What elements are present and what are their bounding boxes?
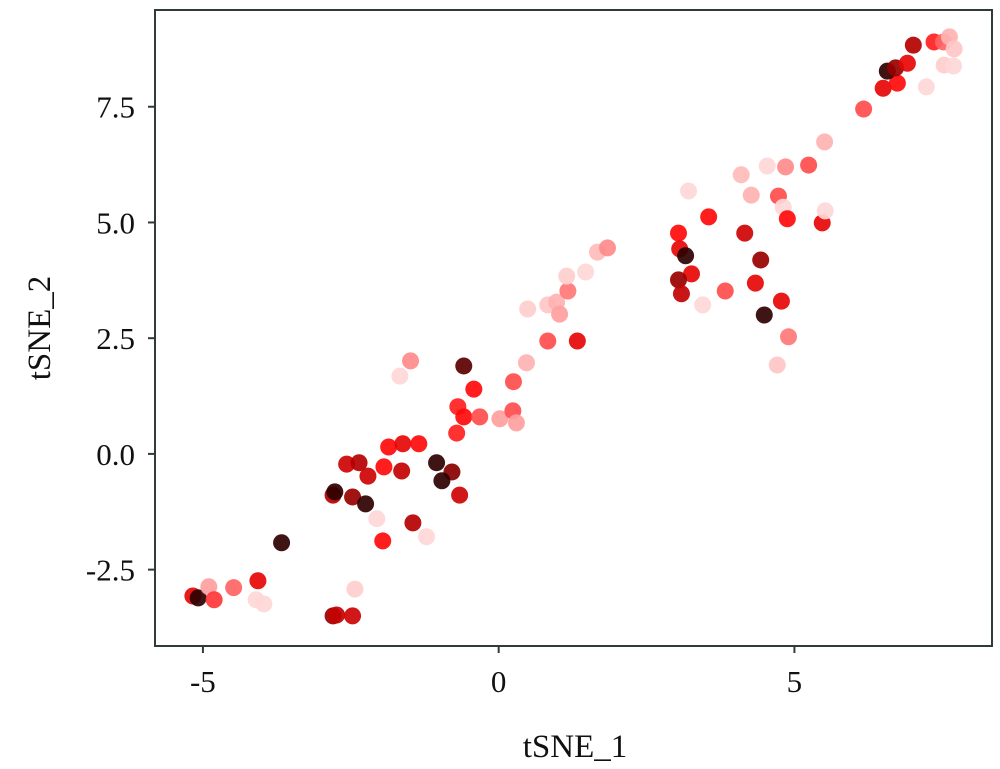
data-point — [558, 267, 576, 285]
data-point — [700, 208, 718, 226]
data-point — [559, 282, 577, 300]
data-point — [568, 332, 586, 350]
data-point — [677, 247, 695, 265]
data-point — [433, 472, 451, 490]
data-point — [855, 100, 873, 118]
data-point — [669, 271, 687, 289]
data-point — [350, 454, 368, 472]
data-point — [519, 300, 537, 318]
data-point — [800, 156, 818, 174]
data-point — [374, 532, 392, 550]
data-point — [716, 282, 734, 300]
data-point — [205, 591, 223, 609]
data-point — [672, 285, 690, 303]
data-point — [491, 410, 509, 428]
data-point — [816, 202, 834, 220]
data-point — [393, 462, 411, 480]
data-point — [755, 306, 773, 324]
data-point — [428, 454, 446, 472]
y-tick-label: 5.0 — [96, 205, 135, 240]
y-tick-label: 0.0 — [96, 437, 135, 472]
data-point — [742, 186, 760, 204]
x-axis-ticks: -5 0 5 — [190, 646, 802, 699]
data-point — [780, 328, 798, 346]
data-point — [669, 224, 687, 242]
data-point — [517, 354, 535, 372]
data-point — [344, 607, 362, 625]
data-point — [904, 36, 922, 54]
data-point — [768, 356, 786, 374]
data-point — [448, 424, 466, 442]
y-axis-ticks: -2.5 0.0 2.5 5.0 7.5 — [86, 90, 155, 588]
data-point — [402, 352, 420, 370]
data-point — [777, 158, 795, 176]
data-point — [471, 408, 489, 426]
data-point — [599, 239, 617, 257]
data-point — [539, 332, 557, 350]
data-point — [758, 157, 776, 175]
data-point — [874, 79, 892, 97]
data-point — [404, 514, 422, 532]
points-layer — [184, 28, 963, 625]
data-point — [732, 166, 750, 184]
data-point — [357, 495, 375, 513]
data-point — [455, 357, 473, 375]
data-point — [410, 435, 428, 453]
data-point — [391, 367, 409, 385]
data-point — [368, 510, 386, 528]
y-tick-label: -2.5 — [86, 553, 135, 588]
data-point — [200, 578, 218, 596]
data-point — [451, 486, 469, 504]
data-point — [346, 580, 364, 598]
data-point — [507, 414, 525, 432]
y-axis-label: tSNE_2 — [22, 276, 58, 381]
data-point — [746, 274, 764, 292]
data-point — [375, 458, 393, 476]
data-point — [888, 74, 906, 92]
data-point — [778, 210, 796, 228]
data-point — [945, 57, 963, 75]
data-point — [945, 40, 963, 58]
x-tick-label: -5 — [190, 664, 216, 699]
plot-frame — [154, 9, 993, 647]
data-point — [255, 595, 273, 613]
data-point — [249, 572, 267, 590]
data-point — [752, 251, 770, 269]
data-point — [917, 78, 935, 96]
data-point — [326, 483, 344, 501]
data-point — [380, 438, 398, 456]
data-point — [189, 589, 207, 607]
data-point — [772, 292, 790, 310]
data-point — [338, 455, 356, 473]
data-point — [736, 224, 754, 242]
x-tick-label: 5 — [787, 664, 803, 699]
data-point — [816, 133, 834, 151]
data-point — [273, 534, 291, 552]
data-point — [225, 579, 243, 597]
data-point — [680, 182, 698, 200]
data-point — [465, 380, 483, 398]
data-point — [551, 305, 569, 323]
data-point — [504, 373, 522, 391]
data-point — [577, 263, 595, 281]
data-point — [694, 296, 712, 314]
y-tick-label: 7.5 — [96, 90, 135, 125]
data-point — [344, 488, 362, 506]
data-point — [418, 528, 436, 546]
x-axis-label: tSNE_1 — [523, 729, 628, 765]
data-point — [898, 54, 916, 72]
data-point — [359, 467, 377, 485]
y-tick-label: 2.5 — [96, 321, 135, 356]
data-point — [683, 265, 701, 283]
data-point — [455, 408, 473, 426]
data-point — [394, 435, 412, 453]
data-point — [328, 606, 346, 624]
x-tick-label: 0 — [491, 664, 507, 699]
